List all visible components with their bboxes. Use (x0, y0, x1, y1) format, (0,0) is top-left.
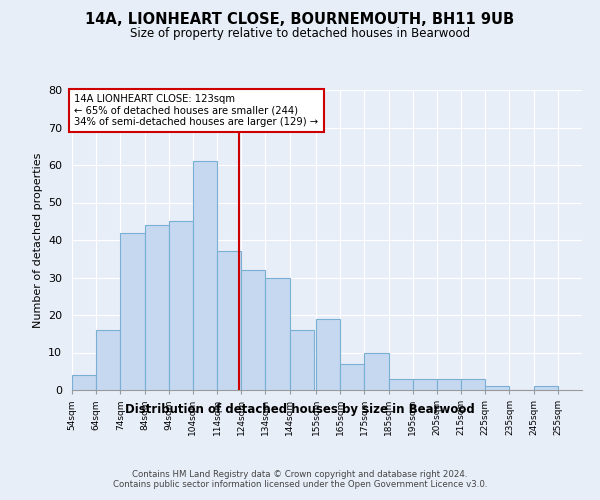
Bar (437, 379, 461, 390)
Text: Contains public sector information licensed under the Open Government Licence v3: Contains public sector information licen… (113, 480, 487, 489)
Bar (340, 364, 364, 390)
Bar (193, 161, 217, 390)
Bar (72, 375, 96, 390)
Bar (389, 379, 413, 390)
Text: Contains HM Land Registry data © Crown copyright and database right 2024.: Contains HM Land Registry data © Crown c… (132, 470, 468, 479)
Bar (461, 379, 485, 390)
Bar (169, 221, 193, 390)
Bar (96, 330, 121, 390)
Bar (413, 379, 437, 390)
Bar (265, 278, 290, 390)
Bar (145, 225, 169, 390)
Bar (121, 232, 145, 390)
Bar (290, 330, 314, 390)
Bar (316, 319, 340, 390)
Bar (217, 251, 241, 390)
Text: 14A, LIONHEART CLOSE, BOURNEMOUTH, BH11 9UB: 14A, LIONHEART CLOSE, BOURNEMOUTH, BH11 … (85, 12, 515, 28)
Bar (533, 386, 558, 390)
Text: Size of property relative to detached houses in Bearwood: Size of property relative to detached ho… (130, 28, 470, 40)
Text: 14A LIONHEART CLOSE: 123sqm
← 65% of detached houses are smaller (244)
34% of se: 14A LIONHEART CLOSE: 123sqm ← 65% of det… (74, 94, 319, 127)
Bar (485, 386, 509, 390)
Bar (364, 352, 389, 390)
Y-axis label: Number of detached properties: Number of detached properties (32, 152, 43, 328)
Text: Distribution of detached houses by size in Bearwood: Distribution of detached houses by size … (125, 402, 475, 415)
Bar (241, 270, 265, 390)
